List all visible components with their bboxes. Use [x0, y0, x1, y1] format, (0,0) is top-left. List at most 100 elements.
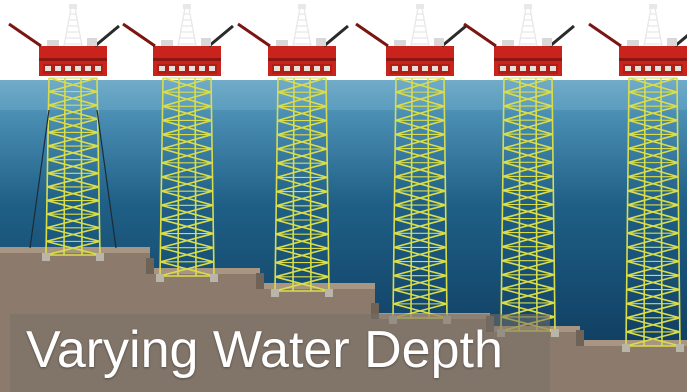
jacket-brace: [274, 276, 330, 292]
jacket-brace: [627, 175, 679, 192]
crane-boom: [208, 24, 234, 48]
module: [542, 38, 552, 46]
platform: [355, 4, 467, 324]
derrick-top: [183, 4, 191, 9]
jacket-brace: [276, 134, 328, 150]
jacket-brace: [395, 105, 445, 122]
pile: [42, 253, 50, 261]
pile: [96, 253, 104, 261]
jacket-brace: [628, 91, 678, 107]
seabed-step-top: [580, 340, 687, 346]
platform: [122, 4, 234, 282]
seabed-step-top: [260, 283, 375, 289]
crane-boom: [674, 34, 687, 48]
jacket-leg: [392, 77, 397, 319]
jacket-brace: [161, 176, 213, 192]
jacket-brace: [628, 105, 678, 122]
derrick-top: [416, 4, 424, 9]
crane-boom: [323, 24, 349, 48]
jacket-leg: [660, 77, 663, 347]
mooring-line: [96, 109, 117, 249]
deck-window: [284, 66, 290, 71]
jacket-brace: [46, 186, 100, 202]
deck-lower: [390, 64, 450, 74]
module: [47, 40, 59, 46]
jacket-brace: [503, 105, 553, 121]
jacket-brace: [393, 260, 447, 277]
deck-window: [55, 66, 61, 71]
seabed-ledge: [576, 330, 584, 346]
jacket-leg: [80, 77, 83, 256]
jacket-brace: [502, 147, 554, 164]
pile: [156, 274, 164, 282]
jacket-brace: [162, 77, 212, 93]
jacket-brace: [275, 190, 328, 207]
deck-band: [39, 58, 107, 61]
jacket-brace: [502, 133, 553, 150]
sky: [0, 0, 687, 82]
deck-lower: [157, 64, 217, 74]
jacket-brace: [274, 261, 329, 278]
mooring-line: [29, 109, 50, 249]
deck-window: [85, 66, 91, 71]
jacket-brace: [395, 91, 445, 108]
deck-window: [199, 66, 205, 71]
jacket-leg: [292, 77, 295, 292]
deck-window: [635, 66, 641, 71]
jacket-brace: [48, 90, 98, 107]
seabed-ledge: [146, 258, 154, 274]
jacket-leg: [63, 77, 66, 256]
jacket-brace: [394, 147, 446, 164]
jacket-brace: [502, 175, 554, 192]
jacket-brace: [626, 302, 680, 319]
module: [87, 38, 97, 46]
jacket-brace: [625, 317, 680, 333]
jacket-leg: [274, 77, 279, 292]
jacket-brace: [276, 119, 327, 136]
seabed-ledge: [371, 303, 379, 319]
jacket-brace: [503, 119, 553, 135]
deck-window: [209, 66, 215, 71]
deck-window: [520, 66, 526, 71]
jacket-brace: [628, 119, 678, 136]
derrick-top: [298, 4, 306, 9]
jacket-brace: [393, 232, 447, 249]
crane-boom: [588, 22, 622, 48]
jacket-brace: [45, 240, 100, 256]
deck-window: [294, 66, 300, 71]
deck-lower: [43, 64, 103, 74]
deck-band: [386, 58, 454, 61]
jacket-brace: [277, 77, 327, 93]
caption-band: [10, 314, 550, 392]
platform: [8, 4, 120, 261]
pile: [210, 274, 218, 282]
deck-window: [510, 66, 516, 71]
jacket-leg: [45, 77, 50, 256]
derrick-top: [649, 4, 657, 9]
jacket-brace: [501, 259, 555, 276]
pile: [551, 329, 559, 337]
deck-window: [550, 66, 556, 71]
crane-boom: [355, 22, 389, 48]
deck-window: [75, 66, 81, 71]
module: [201, 38, 211, 46]
seabed-ledge: [256, 273, 264, 289]
jacket-brace: [276, 148, 328, 164]
jacket: [625, 77, 681, 347]
crane-boom: [463, 22, 497, 48]
jacket: [45, 77, 101, 256]
jacket-brace: [275, 205, 329, 221]
deck-window: [540, 66, 546, 71]
jacket-brace: [627, 218, 679, 234]
jacket-brace: [502, 189, 554, 206]
sea-surface-band: [0, 80, 687, 110]
deck-window: [45, 66, 51, 71]
jacket-brace: [159, 261, 214, 277]
jacket-brace: [626, 260, 680, 277]
seabed-step-top: [0, 247, 150, 253]
deck-window: [169, 66, 175, 71]
jacket-brace: [501, 231, 555, 248]
module: [161, 40, 173, 46]
jacket-brace: [46, 213, 100, 229]
jacket-brace: [626, 288, 680, 305]
